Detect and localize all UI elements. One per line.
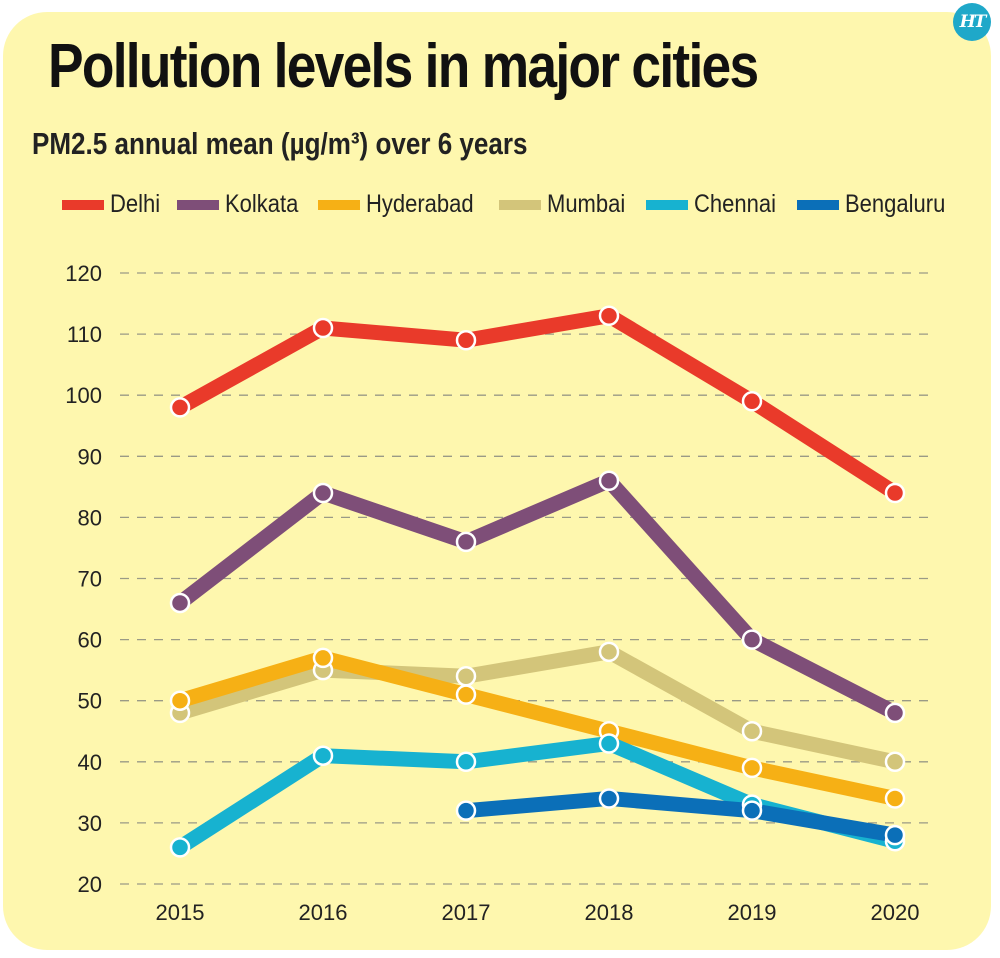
chart-subtitle: PM2.5 annual mean (µg/m³) over 6 years: [32, 126, 528, 161]
legend-swatch: [176, 199, 219, 210]
legend-item-chennai: Chennai: [645, 190, 787, 219]
y-tick-label: 110: [67, 322, 102, 347]
grid-lines: [120, 272, 930, 885]
data-point-chennai-2016: [312, 745, 334, 766]
data-point-delhi-2018: [598, 305, 620, 327]
y-tick-label: 60: [78, 628, 102, 653]
data-point-kolkata-2015: [169, 592, 191, 614]
data-point-hyderabad-2020: [884, 788, 906, 809]
legend-swatch: [318, 199, 361, 210]
data-point-hyderabad-2016: [312, 647, 334, 669]
legend-label: Delhi: [110, 190, 161, 218]
data-point-delhi-2016: [312, 317, 334, 339]
data-point-delhi-2020: [884, 482, 906, 504]
series-line-kolkata: [172, 473, 903, 721]
legend-label: Kolkata: [224, 190, 299, 218]
data-point-mumbai-2020: [884, 751, 906, 773]
y-tick-label: 20: [78, 872, 102, 897]
series-lines: [172, 308, 903, 855]
series-line-hyderabad: [172, 650, 903, 806]
data-point-delhi-2019: [741, 391, 763, 412]
y-tick-label: 100: [65, 383, 102, 408]
data-point-kolkata-2016: [312, 482, 334, 504]
chart-title: Pollution levels in major cities: [48, 32, 759, 101]
x-tick-label: 2015: [156, 900, 205, 925]
x-axis-ticks: 2015 2016 2017 2018 2019 2020: [156, 900, 920, 925]
data-point-bengaluru-2019: [741, 800, 763, 821]
legend-swatch: [498, 199, 541, 210]
data-point-kolkata-2017: [455, 531, 477, 553]
legend: Delhi Kolkata Hyderabad Mumbai Chennai Bengal…: [62, 190, 969, 219]
chart-panel: [3, 12, 991, 950]
data-point-mumbai-2017: [455, 666, 477, 687]
data-point-mumbai-2018: [598, 641, 620, 663]
y-tick-label: 30: [78, 811, 102, 836]
y-tick-label: 70: [78, 567, 102, 592]
data-point-chennai-2015: [169, 837, 191, 858]
data-point-delhi-2015: [169, 397, 191, 418]
x-tick-label: 2020: [871, 900, 920, 925]
data-point-chennai-2017: [455, 751, 477, 773]
data-point-hyderabad-2017: [455, 684, 477, 705]
data-point-kolkata-2019: [741, 629, 763, 650]
legend-swatch: [796, 199, 839, 210]
data-point-kolkata-2018: [598, 470, 620, 491]
legend-item-hyderabad: Hyderabad: [318, 190, 488, 219]
y-tick-label: 120: [65, 261, 102, 286]
legend-swatch: [645, 199, 688, 210]
legend-label: Bengaluru: [844, 190, 946, 218]
legend-item-delhi: Delhi: [62, 190, 167, 219]
y-tick-label: 90: [78, 444, 102, 469]
legend-swatch: [62, 199, 104, 210]
data-point-mumbai-2019: [741, 721, 763, 742]
data-point-bengaluru-2017: [455, 800, 477, 821]
data-point-chennai-2018: [598, 733, 620, 754]
ht-logo-icon: HT: [953, 3, 991, 41]
x-tick-label: 2019: [728, 900, 777, 925]
data-point-bengaluru-2018: [598, 788, 620, 809]
y-tick-label: 50: [78, 689, 102, 714]
y-axis-ticks: 20 30 40 50 60 70 80 90 100 110 120: [65, 261, 102, 897]
data-point-kolkata-2020: [884, 702, 906, 724]
legend-item-kolkata: Kolkata: [176, 190, 308, 219]
series-line-delhi: [172, 308, 903, 501]
legend-label: Hyderabad: [366, 190, 475, 218]
data-point-delhi-2017: [455, 329, 477, 351]
y-tick-label: 80: [78, 505, 102, 530]
x-tick-label: 2018: [585, 900, 634, 925]
series-line-chennai: [172, 735, 903, 855]
x-tick-label: 2017: [442, 900, 491, 925]
y-tick-label: 40: [78, 750, 102, 775]
data-point-hyderabad-2019: [741, 757, 763, 779]
legend-item-bengaluru: Bengaluru: [796, 190, 959, 219]
data-point-hyderabad-2015: [169, 690, 191, 711]
data-point-bengaluru-2020: [884, 824, 906, 846]
legend-label: Mumbai: [546, 190, 625, 218]
legend-item-mumbai: Mumbai: [498, 190, 636, 219]
legend-label: Chennai: [693, 190, 776, 218]
series-points: [169, 305, 906, 858]
series-line-mumbai: [172, 644, 903, 770]
series-line-bengaluru: [458, 790, 903, 843]
x-tick-label: 2016: [299, 900, 348, 925]
